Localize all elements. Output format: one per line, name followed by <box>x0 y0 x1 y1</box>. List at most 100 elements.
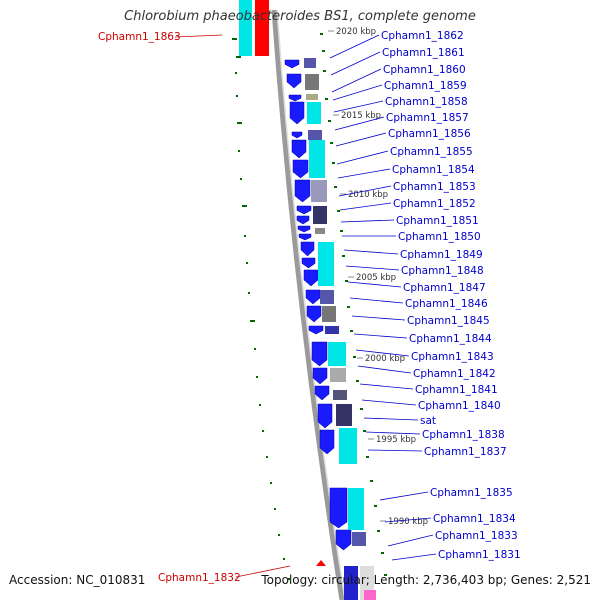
gene-label: Cphamn1_1849 <box>400 249 483 261</box>
leader-line <box>363 417 419 421</box>
forward-cds-arrow <box>298 233 312 241</box>
gc-tick <box>356 380 359 382</box>
gc-tick <box>332 162 335 164</box>
gene-label: sat <box>420 415 436 427</box>
forward-cds-arrow <box>286 73 302 89</box>
leader-line <box>387 534 434 547</box>
kbp-ruler-label: 2005 kbp <box>356 273 396 283</box>
kbp-ruler: 2020 kbp 2015 kbp 2010 kbp 2005 kbp 2000 kbp… <box>328 27 428 527</box>
gc-tick <box>323 70 326 72</box>
forward-cds-arrow <box>311 341 328 367</box>
gene-label: Cphamn1_1854 <box>392 164 475 176</box>
gene-label: Cphamn1_1852 <box>393 198 476 210</box>
gene-label: Cphamn1_1851 <box>396 215 479 227</box>
feature-block <box>364 590 376 600</box>
gc-tick <box>246 262 248 264</box>
gc-tick <box>340 230 343 232</box>
gc-tick <box>350 330 353 332</box>
gc-tick <box>347 306 350 308</box>
feature-block <box>304 58 316 68</box>
highlight-leader-line <box>174 34 223 38</box>
gc-tick <box>256 376 258 378</box>
gc-content-track <box>232 33 387 580</box>
backbone-arc <box>271 9 345 600</box>
leader-line <box>351 315 406 321</box>
forward-cds-arrow <box>312 367 328 385</box>
gc-tick <box>235 72 237 74</box>
leader-line <box>349 297 404 304</box>
gene-label: Cphamn1_1856 <box>388 128 471 140</box>
gene-label: Cphamn1_1833 <box>435 530 518 542</box>
gc-tick <box>384 574 387 576</box>
feature-block <box>322 306 336 322</box>
gc-tick <box>328 120 331 122</box>
feature-tracks <box>239 0 376 600</box>
gene-label: Cphamn1_1855 <box>390 146 473 158</box>
gene-label: Cphamn1_1843 <box>411 351 494 363</box>
gc-tick <box>353 356 356 358</box>
gc-tick <box>237 122 242 124</box>
gc-tick <box>274 508 276 510</box>
forward-cds-arrow <box>301 257 316 269</box>
gene-label: Cphamn1_1850 <box>398 231 481 243</box>
gc-tick <box>374 505 377 507</box>
forward-cds-arrow <box>319 429 335 455</box>
gene-label: Cphamn1_1861 <box>382 47 465 59</box>
kbp-ruler-label: 2000 kbp <box>365 354 405 364</box>
feature-block <box>339 428 357 464</box>
gc-tick <box>283 558 285 560</box>
leader-line <box>365 431 421 435</box>
gc-tick <box>325 98 328 100</box>
cyan-feature-block <box>239 0 252 56</box>
gene-label: Cphamn1_1844 <box>409 333 492 345</box>
gc-tick <box>259 404 261 406</box>
feature-block <box>315 228 325 234</box>
gene-label: Cphamn1_1835 <box>430 487 513 499</box>
gene-label: Cphamn1_1846 <box>405 298 488 310</box>
gc-tick <box>322 50 325 52</box>
gc-tick <box>244 235 246 237</box>
feature-block <box>306 94 318 100</box>
leader-line <box>330 51 381 76</box>
forward-cds-arrow <box>289 101 305 125</box>
leader-line <box>334 116 385 131</box>
gc-tick <box>232 38 237 40</box>
leader-line <box>336 150 389 165</box>
feature-block <box>320 290 334 304</box>
gc-tick <box>236 56 241 58</box>
gc-tick <box>337 210 340 212</box>
gc-tick <box>342 255 345 257</box>
forward-cds-arrow <box>314 385 330 401</box>
feature-block <box>313 206 327 224</box>
forward-cds-arrow <box>297 225 311 233</box>
map-title: Chlorobium phaeobacteroides BS1, complet… <box>124 9 476 24</box>
leader-line <box>340 219 395 223</box>
leader-line <box>337 168 391 179</box>
accession-text: Accession: NC_010831 <box>9 573 146 587</box>
gene-label: Cphamn1_1837 <box>424 446 507 458</box>
gc-tick <box>250 320 255 322</box>
gene-label: Cphamn1_1857 <box>386 112 469 124</box>
gc-tick <box>320 33 323 35</box>
feature-block <box>318 242 334 286</box>
leader-line <box>332 84 383 101</box>
gc-tick <box>377 530 380 532</box>
gc-tick <box>262 430 264 432</box>
red-marker <box>316 560 326 566</box>
forward-cds-arrow <box>335 529 352 551</box>
forward-cds-arrow <box>305 289 321 305</box>
gene-label: Cphamn1_1842 <box>413 368 496 380</box>
forward-cds-arrow <box>308 325 324 335</box>
feature-block <box>309 140 325 178</box>
leader-line <box>335 132 387 147</box>
forward-cds-arrow <box>288 94 302 102</box>
gc-tick <box>288 578 290 580</box>
feature-block <box>308 130 322 140</box>
gc-tick <box>240 178 242 180</box>
gc-tick <box>345 280 348 282</box>
gene-label: Cphamn1_1838 <box>422 429 505 441</box>
leader-line <box>361 399 417 406</box>
feature-block <box>348 488 364 530</box>
gc-tick <box>242 205 247 207</box>
